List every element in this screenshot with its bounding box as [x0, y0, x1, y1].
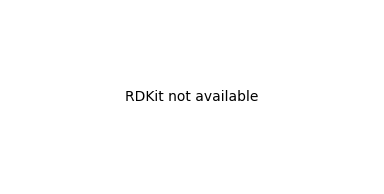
Text: RDKit not available: RDKit not available	[125, 90, 259, 104]
